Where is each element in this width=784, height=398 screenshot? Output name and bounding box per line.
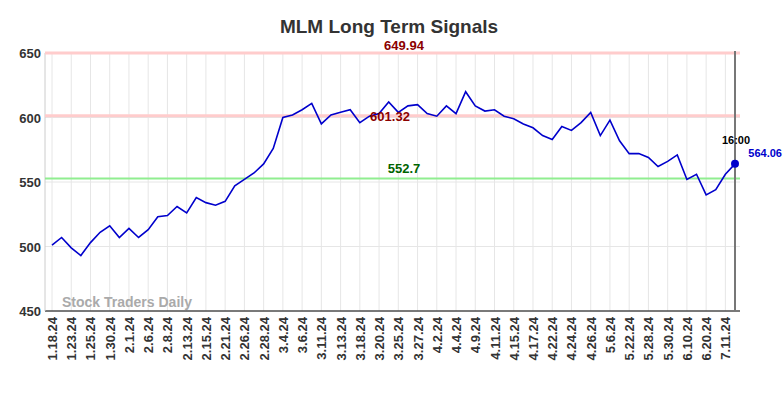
- x-tick-label: 2.8.24: [160, 316, 175, 353]
- x-tick-label: 4.2.24: [430, 316, 445, 353]
- x-tick-label: 4.17.24: [526, 316, 541, 360]
- x-tick-label: 4.22.24: [545, 316, 560, 360]
- time-label: 16:00: [722, 134, 750, 146]
- y-axis: [45, 53, 46, 311]
- grid-line: [725, 53, 726, 311]
- x-tick-label: 4.24.24: [564, 316, 579, 360]
- grid-line: [456, 53, 457, 311]
- y-tick-label: 550: [19, 175, 41, 190]
- grid-line: [52, 53, 53, 311]
- grid-line: [629, 53, 630, 311]
- x-axis: [45, 311, 740, 312]
- grid-line: [45, 246, 740, 247]
- price-line: [52, 92, 735, 256]
- grid-line: [609, 53, 610, 311]
- x-tick-label: 2.6.24: [141, 316, 156, 353]
- x-tick-label: 4.4.24: [449, 316, 464, 353]
- x-tick-label: 2.15.24: [199, 316, 214, 360]
- grid-line: [225, 53, 226, 311]
- x-tick-label: 1.25.24: [83, 316, 98, 360]
- y-tick-label: 450: [19, 304, 41, 319]
- x-tick-label: 6.10.24: [680, 316, 695, 360]
- grid-line: [128, 53, 129, 311]
- x-tick-label: 7.11.24: [718, 316, 733, 359]
- x-tick-label: 5.28.24: [641, 316, 656, 360]
- grid-line: [90, 53, 91, 311]
- x-tick-label: 4.26.24: [584, 316, 599, 360]
- watermark: Stock Traders Daily: [62, 294, 192, 310]
- grid-line: [263, 53, 264, 311]
- x-tick-label: 6.20.24: [699, 316, 714, 360]
- grid-line: [244, 53, 245, 311]
- x-tick-label: 2.13.24: [180, 316, 195, 360]
- y-tick-label: 650: [19, 46, 41, 61]
- x-tick-label: 3.20.24: [372, 316, 387, 360]
- x-tick-label: 4.15.24: [507, 316, 522, 360]
- grid-line: [436, 53, 437, 311]
- x-tick-label: 3.27.24: [411, 316, 426, 360]
- grid-line: [475, 53, 476, 311]
- grid-line: [45, 311, 740, 312]
- grid-line: [186, 53, 187, 311]
- series-group: [52, 92, 739, 256]
- x-tick-label: 5.30.24: [661, 316, 676, 360]
- x-tick-label: 4.11.24: [488, 316, 503, 359]
- x-tick-label: 2.21.24: [218, 316, 233, 360]
- grid-line: [359, 53, 360, 311]
- grid-line: [282, 53, 283, 311]
- x-tick-label: 5.6.24: [603, 316, 618, 353]
- grid-line: [71, 53, 72, 311]
- grid-line: [667, 53, 668, 311]
- title: MLM Long Term Signals: [280, 16, 498, 37]
- signal-label: 552.7: [388, 161, 421, 176]
- grid-line: [513, 53, 514, 311]
- x-tick-label: 4.9.24: [468, 316, 483, 353]
- grid-line: [167, 53, 168, 311]
- last-point: [731, 160, 739, 168]
- x-tick-label: 1.18.24: [45, 316, 60, 360]
- x-tick-label: 3.13.24: [334, 316, 349, 360]
- grid-line: [686, 53, 687, 311]
- x-tick-label: 2.26.24: [237, 316, 252, 360]
- signal-label: 649.94: [384, 38, 425, 53]
- x-tick-label: 3.18.24: [353, 316, 368, 360]
- grid-line: [398, 53, 399, 311]
- grid-line: [532, 53, 533, 311]
- x-tick-label: 2.28.24: [257, 316, 272, 360]
- last-value-label: 564.06: [748, 147, 782, 159]
- grid-line: [379, 53, 380, 311]
- grid-line: [302, 53, 303, 311]
- x-tick-label: 3.4.24: [276, 316, 291, 353]
- y-tick-label: 600: [19, 111, 41, 126]
- grid-line: [205, 53, 206, 311]
- grid-line: [109, 53, 110, 311]
- grid-line: [340, 53, 341, 311]
- x-tick-label: 3.25.24: [391, 316, 406, 360]
- x-tick-label: 3.11.24: [314, 316, 329, 359]
- x-tick-label: 5.22.24: [622, 316, 637, 360]
- grid-line: [45, 182, 740, 183]
- grid-line: [417, 53, 418, 311]
- grid-line: [494, 53, 495, 311]
- grid-line: [321, 53, 322, 311]
- signal-label: 601.32: [370, 109, 410, 124]
- grid-line: [571, 53, 572, 311]
- x-tick-label: 1.30.24: [103, 316, 118, 360]
- grid-line: [590, 53, 591, 311]
- x-tick-label: 3.6.24: [295, 316, 310, 353]
- background: [0, 0, 784, 398]
- signal-line: [45, 178, 740, 180]
- y-tick-label: 500: [19, 240, 41, 255]
- grid-line: [706, 53, 707, 311]
- grid-line: [552, 53, 553, 311]
- x-tick-label: 1.23.24: [64, 316, 79, 360]
- grid-line: [648, 53, 649, 311]
- current-marker: [734, 51, 736, 311]
- x-tick-label: 2.1.24: [122, 316, 137, 353]
- grid-line: [148, 53, 149, 311]
